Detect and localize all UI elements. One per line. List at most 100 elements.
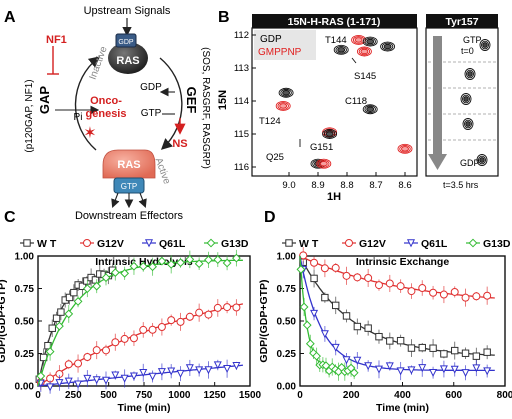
panel-b-letter: B xyxy=(218,9,230,26)
data-point xyxy=(407,344,416,352)
data-point xyxy=(204,310,213,319)
x-tick-label: 0 xyxy=(35,390,41,401)
data-point xyxy=(353,273,362,282)
data-point xyxy=(139,325,148,334)
data-point xyxy=(52,314,61,322)
data-point xyxy=(483,367,492,376)
tyr-peak-contour xyxy=(466,69,474,79)
legend-marker xyxy=(144,239,154,248)
data-point xyxy=(483,348,491,356)
nmr-peak-6-contour xyxy=(282,90,291,96)
chart-title: Intrinsic Exchange xyxy=(356,256,450,268)
effector-arrow-1 xyxy=(111,192,120,209)
legend-gdp: GDP xyxy=(260,34,282,45)
data-point xyxy=(185,312,194,321)
cycle-arc-left xyxy=(74,56,101,151)
nmr-peak-label-1: S145 xyxy=(354,71,376,82)
nmr-peak-4-contour xyxy=(380,41,396,52)
nmr-peak-12-contour xyxy=(319,160,328,167)
nmr-peak-label-5: Q25 xyxy=(266,152,284,163)
data-point xyxy=(385,279,394,288)
tyr-peak-contour xyxy=(462,118,474,130)
data-point xyxy=(342,356,351,365)
data-point xyxy=(157,322,166,331)
data-point xyxy=(312,351,322,361)
data-point xyxy=(321,293,329,302)
data-point xyxy=(92,376,101,385)
legend-label: Q61L xyxy=(421,238,448,250)
nmr-peak-label-2: C118 xyxy=(345,96,367,107)
data-point xyxy=(321,361,331,371)
data-point xyxy=(374,281,383,290)
data-point xyxy=(45,347,55,356)
nmr-x-ticks: 9.0 8.9 8.8 8.7 8.6 xyxy=(282,172,412,191)
tyr-time-arrow-head xyxy=(428,154,447,170)
gtp-bottom-label: GTP xyxy=(121,182,137,191)
data-point xyxy=(223,303,232,312)
nmr-peak-6 xyxy=(278,87,294,98)
nmr-peak-4-contour xyxy=(383,43,392,50)
y-tick-label: 0.00 xyxy=(15,382,35,393)
legend-item-wt: W T xyxy=(282,238,319,250)
nmr-peak-3-contour xyxy=(360,48,369,55)
panel-a-letter: A xyxy=(4,9,16,26)
legend-label: G12V xyxy=(97,238,124,250)
data-point xyxy=(418,364,427,373)
nmr-peak-6-contour xyxy=(280,88,292,97)
tyr-peak-contour xyxy=(460,93,472,105)
data-point xyxy=(232,362,241,371)
nmr-peak-12-contour xyxy=(318,159,330,168)
tyr-peak-contour xyxy=(464,68,476,80)
oncogenesis-label-2: genesis xyxy=(86,108,127,120)
data-point xyxy=(204,255,213,265)
nmr-y-tick-label: 116 xyxy=(234,162,249,173)
data-point xyxy=(320,264,329,273)
y-tick-label: 0.75 xyxy=(277,284,297,295)
legend-label: G12V xyxy=(359,238,386,250)
tyr-peak-contour xyxy=(465,121,471,127)
nmr-peak-7-contour xyxy=(279,103,288,109)
x-tick-label: 800 xyxy=(497,390,512,401)
data-point xyxy=(364,324,372,332)
tyr-peak-contour xyxy=(462,94,470,104)
data-point xyxy=(55,379,64,388)
y-tick-label: 1.00 xyxy=(15,252,35,263)
y-tick-label: 0.00 xyxy=(277,382,297,393)
nmr-peak-1-contour xyxy=(364,37,376,46)
legend-marker xyxy=(468,238,478,248)
data-point xyxy=(299,302,309,312)
nmr-peak-10 xyxy=(397,143,413,154)
tyr-peak-contour xyxy=(482,42,488,48)
tyr-peak-contour xyxy=(476,154,488,166)
y-tick-label: 0.50 xyxy=(277,317,297,328)
legend-label: Q61L xyxy=(159,238,186,250)
nmr-peak-2-contour xyxy=(333,44,349,55)
y-tick-label: 1.00 xyxy=(277,252,297,263)
tyr-peak-contour xyxy=(467,71,473,77)
mutation-star-icon: ✶ xyxy=(83,125,96,142)
data-point xyxy=(472,292,481,301)
nmr-peak-3 xyxy=(356,46,372,57)
active-label: Active xyxy=(153,156,173,186)
data-point xyxy=(48,324,56,332)
legend-marker xyxy=(345,239,353,247)
ns-label: NS xyxy=(172,138,187,150)
nmr-peak-12-contour xyxy=(316,158,332,169)
data-point xyxy=(418,343,426,352)
y-axis-label: GDP/(GDP+GTP) xyxy=(0,279,8,362)
nmr-x-tick-label: 8.9 xyxy=(311,180,324,191)
nmr-legend-box xyxy=(254,30,316,60)
panel-a: A Upstream Signals GDP RAS Inactive RAS … xyxy=(4,5,211,222)
data-point xyxy=(364,273,373,282)
nmr-peak-6-contour xyxy=(278,87,294,98)
panel-c-letter: C xyxy=(4,209,16,226)
data-point xyxy=(396,336,405,345)
nmr-peak-7-contour xyxy=(275,100,291,111)
panel-d-letter: D xyxy=(264,209,276,226)
data-point xyxy=(439,290,448,299)
gdp-top-label: GDP xyxy=(118,39,134,46)
data-point xyxy=(450,365,459,374)
legend-item-g12v: G12V xyxy=(80,238,124,250)
nmr-peak-label-0: T144 xyxy=(325,35,347,46)
x-axis-label: Time (min) xyxy=(376,402,429,414)
